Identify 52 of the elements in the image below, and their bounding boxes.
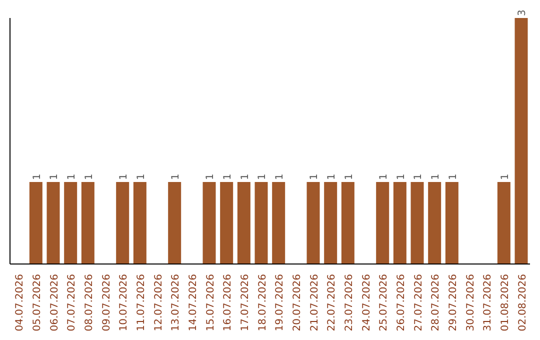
x-tick-label: 18.07.2026: [257, 274, 268, 332]
x-tick-label: 12.07.2026: [153, 274, 164, 332]
data-label: 1: [326, 174, 338, 180]
x-tick-label: 29.07.2026: [448, 274, 459, 332]
x-tick-label: 13.07.2026: [170, 274, 182, 332]
x-tick-label: 31.07.2026: [482, 274, 494, 332]
x-tick-label: 16.07.2026: [222, 274, 234, 332]
x-tick-label: 28.07.2026: [430, 274, 442, 332]
x-tick-label: 14.07.2026: [188, 274, 199, 332]
x-tick-label: 25.07.2026: [378, 274, 390, 332]
data-label: 1: [222, 174, 234, 180]
data-label: 3: [517, 10, 528, 16]
data-label: 1: [413, 174, 424, 180]
x-tick-label: 15.07.2026: [205, 274, 216, 332]
x-tick-label: 01.08.2026: [500, 274, 511, 332]
data-label: 1: [274, 174, 286, 180]
data-label: 1: [66, 174, 78, 180]
x-tick-label: 22.07.2026: [326, 274, 338, 332]
data-label: 1: [396, 174, 407, 180]
data-label: 1: [309, 174, 320, 180]
x-tick-label: 19.07.2026: [274, 274, 286, 332]
data-label: 1: [500, 174, 511, 180]
x-tick-label: 09.07.2026: [101, 274, 112, 332]
data-label: 1: [257, 174, 268, 180]
data-label: 1: [448, 174, 459, 180]
data-label: 1: [118, 174, 130, 180]
x-tick-label: 26.07.2026: [396, 274, 407, 332]
data-label: 1: [378, 174, 390, 180]
x-tick-label: 02.08.2026: [517, 274, 528, 332]
data-label: 1: [344, 174, 355, 180]
data-label: 1: [84, 174, 95, 180]
x-tick-label: 06.07.2026: [49, 274, 60, 332]
x-tick-label: 30.07.2026: [465, 274, 476, 332]
data-label: 1: [170, 174, 182, 180]
data-label: 1: [430, 174, 442, 180]
data-label: 1: [136, 174, 147, 180]
x-tick-label: 11.07.2026: [136, 274, 147, 332]
data-label: 1: [32, 174, 43, 180]
x-tick-label: 23.07.2026: [344, 274, 355, 332]
x-tick-label: 04.07.2026: [14, 274, 26, 332]
x-tick-label: 05.07.2026: [32, 274, 43, 332]
x-tick-label: 24.07.2026: [361, 274, 372, 332]
x-tick-label: 20.07.2026: [292, 274, 303, 332]
x-tick-label: 08.07.2026: [84, 274, 95, 332]
data-label: 1: [240, 174, 251, 180]
x-tick-label: 17.07.2026: [240, 274, 251, 332]
data-label: 1: [49, 174, 60, 180]
x-tick-label: 27.07.2026: [413, 274, 424, 332]
data-label: 1: [205, 174, 216, 180]
x-tick-label: 10.07.2026: [118, 274, 130, 332]
x-tick-label: 07.07.2026: [66, 274, 78, 332]
x-tick-label: 21.07.2026: [309, 274, 320, 332]
